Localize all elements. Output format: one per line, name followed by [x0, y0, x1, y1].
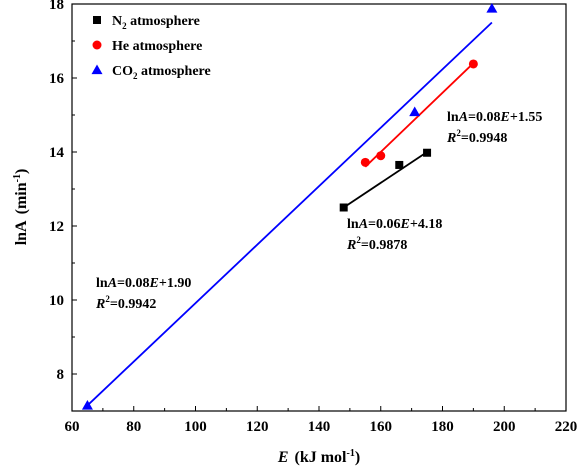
- legend-marker: [93, 16, 101, 24]
- fit-lines: [86, 21, 493, 407]
- legend-label: N2 atmosphere: [112, 14, 200, 31]
- fit-equation: lnA=0.08E+1.55: [447, 110, 542, 125]
- r-squared: R2=0.9948: [446, 128, 507, 146]
- annotations: lnA=0.06E+4.18 R2=0.9878 lnA=0.08E+1.55 R2=…: [95, 110, 542, 312]
- x-tick-label: 180: [431, 419, 454, 435]
- y-tick-label: 8: [57, 367, 65, 383]
- x-tick-label: 200: [493, 419, 516, 435]
- x-axis-label: E (kJ mol-1): [277, 448, 360, 466]
- legend-label: He atmosphere: [112, 39, 202, 54]
- r-squared: R2=0.9942: [95, 294, 156, 312]
- fit-equation: lnA=0.08E+1.90: [96, 276, 191, 291]
- data-point: [376, 151, 386, 161]
- x-tick-label: 140: [308, 419, 331, 435]
- legend: N2 atmosphere He atmosphere CO2 atmosphere: [91, 14, 211, 81]
- data-point: [81, 399, 93, 410]
- data-point: [486, 2, 498, 13]
- y-tick-label: 16: [49, 71, 65, 87]
- y-tick-label: 12: [49, 219, 64, 235]
- x-tick-label: 100: [184, 419, 207, 435]
- x-tick-label: 220: [555, 419, 578, 435]
- x-tick-label: 60: [65, 419, 80, 435]
- x-tick-label: 120: [246, 419, 269, 435]
- y-tick-label: 10: [49, 293, 64, 309]
- axis-ticks: 60 80 100 120 140 160 180 200 220 8 10 12 14 16 18: [49, 0, 577, 435]
- x-tick-label: 80: [126, 419, 141, 435]
- r-squared: R2=0.9878: [346, 235, 407, 253]
- x-tick-label: 160: [370, 419, 393, 435]
- data-point: [423, 148, 432, 157]
- y-tick-label: 14: [49, 145, 65, 161]
- data-point: [468, 59, 478, 69]
- y-axis-label: lnA(min-1): [12, 169, 30, 246]
- data-points: [81, 2, 498, 410]
- data-point: [409, 106, 421, 117]
- fit-equation: lnA=0.06E+4.18: [347, 217, 442, 232]
- data-point: [395, 160, 404, 169]
- legend-label: CO2 atmosphere: [112, 64, 211, 81]
- fit-line: [86, 21, 493, 407]
- fit-line: [343, 151, 428, 209]
- data-point: [339, 203, 348, 212]
- data-point: [360, 157, 370, 167]
- y-tick-label: 18: [49, 0, 64, 13]
- legend-marker: [91, 64, 103, 75]
- legend-marker: [92, 40, 102, 50]
